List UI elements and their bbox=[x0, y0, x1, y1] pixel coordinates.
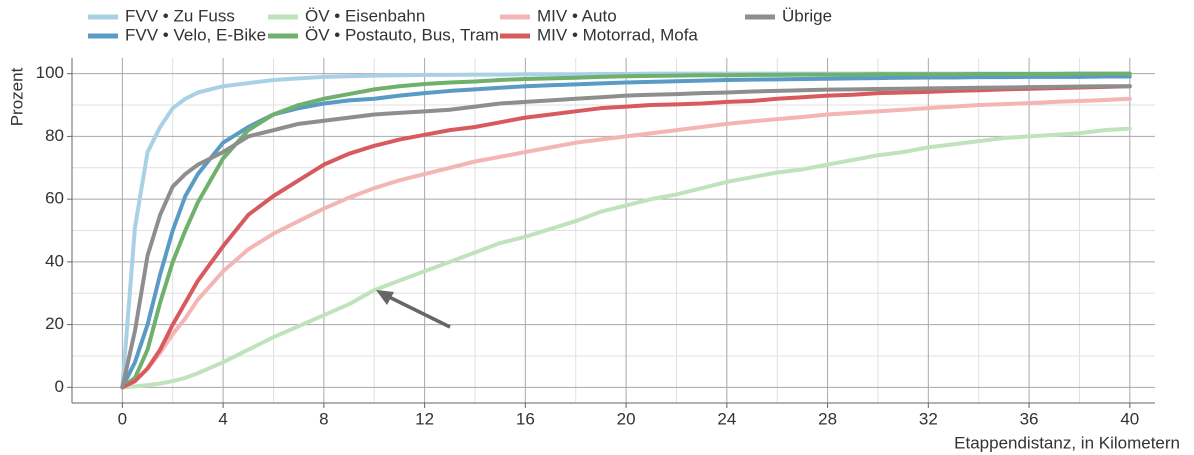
x-tick-label: 16 bbox=[516, 409, 535, 428]
x-tick-label: 20 bbox=[617, 409, 636, 428]
legend-label: FVV • Zu Fuss bbox=[125, 6, 235, 25]
legend-label: ÖV • Postauto, Bus, Tram bbox=[305, 25, 499, 44]
series-line bbox=[120, 96, 1132, 390]
legend-label: Übrige bbox=[782, 6, 832, 25]
legend-label: FVV • Velo, E-Bike bbox=[125, 25, 266, 44]
legend-label: ÖV • Eisenbahn bbox=[305, 6, 425, 25]
x-tick-label: 24 bbox=[717, 409, 736, 428]
legend-label: MIV • Motorrad, Mofa bbox=[537, 25, 698, 44]
plot-lines bbox=[120, 71, 1132, 390]
annotation-arrowhead bbox=[376, 290, 394, 305]
x-tick-label: 36 bbox=[1020, 409, 1039, 428]
x-axis-label: Etappendistanz, in Kilometern bbox=[954, 433, 1180, 452]
y-tick-label: 20 bbox=[45, 314, 64, 333]
y-tick-label: 40 bbox=[45, 251, 64, 270]
x-tick-label: 4 bbox=[218, 409, 227, 428]
series-line bbox=[120, 71, 1132, 390]
x-tick-label: 8 bbox=[319, 409, 328, 428]
x-tick-label: 12 bbox=[415, 409, 434, 428]
y-tick-label: 80 bbox=[45, 126, 64, 145]
y-axis-label: Prozent bbox=[7, 67, 26, 126]
annotation-arrow bbox=[384, 293, 451, 329]
series-line bbox=[120, 84, 1132, 390]
y-tick-label: 60 bbox=[45, 189, 64, 208]
x-tick-label: 0 bbox=[118, 409, 127, 428]
series-line bbox=[120, 84, 1132, 390]
y-tick-label: 100 bbox=[36, 63, 64, 82]
x-tick-label: 32 bbox=[919, 409, 938, 428]
x-tick-label: 28 bbox=[818, 409, 837, 428]
legend-label: MIV • Auto bbox=[537, 6, 617, 25]
series-line bbox=[120, 74, 1132, 390]
series-line bbox=[120, 126, 1132, 390]
y-tick-label: 0 bbox=[55, 377, 64, 396]
x-tick-label: 40 bbox=[1120, 409, 1139, 428]
